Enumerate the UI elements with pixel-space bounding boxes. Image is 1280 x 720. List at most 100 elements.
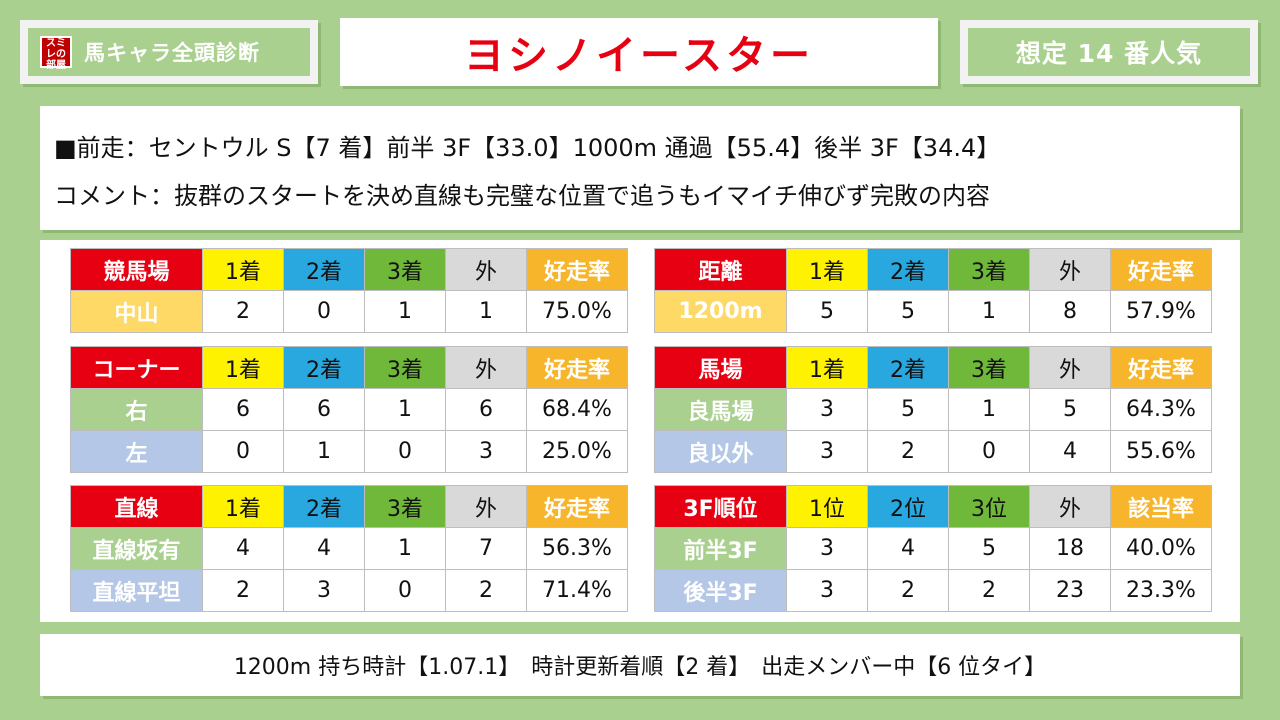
header-cell: 馬場 — [654, 346, 787, 389]
table-cell: 0 — [948, 430, 1030, 473]
header-cell: 3着 — [364, 346, 446, 389]
table-cell: 6 — [445, 388, 527, 431]
header-cell: 1着 — [202, 346, 284, 389]
popularity-label: 想定 14 番人気 — [1015, 39, 1203, 68]
header-cell: 距離 — [654, 248, 787, 291]
table-cell: 1 — [948, 290, 1030, 333]
table-cell: 2 — [445, 569, 527, 612]
table-cell: 3 — [786, 388, 868, 431]
table-cell: 3 — [786, 430, 868, 473]
table-row: 良以外 3 2 0 4 55.6% — [654, 430, 1212, 473]
header-cell: 3着 — [364, 248, 446, 291]
header-cell: 1着 — [786, 248, 868, 291]
table-header-row: 馬場 1着 2着 3着 外 好走率 — [654, 346, 1212, 389]
header-cell: 該当率 — [1110, 485, 1212, 528]
horse-name-box: ヨシノイースター — [340, 18, 938, 86]
table-header-row: 直線 1着 2着 3着 外 好走率 — [70, 485, 628, 528]
header-cell: 好走率 — [1110, 346, 1212, 389]
table-cell: 3 — [283, 569, 365, 612]
table-cell: 7 — [445, 527, 527, 570]
header-left-inner: スミ レの 部屋 馬キャラ全頭診断 — [28, 28, 310, 76]
row-label: 良馬場 — [654, 388, 787, 431]
table-cell: 0 — [202, 430, 284, 473]
table-row: 1200m 5 5 1 8 57.9% — [654, 290, 1212, 333]
table-cell: 1 — [283, 430, 365, 473]
header-cell: 3F順位 — [654, 485, 787, 528]
row-label: 後半3F — [654, 569, 787, 612]
table-header-row: 距離 1着 2着 3着 外 好走率 — [654, 248, 1212, 291]
header-left-badge: スミ レの 部屋 馬キャラ全頭診断 — [20, 20, 318, 84]
header-cell: 外 — [445, 346, 527, 389]
header-cell: 好走率 — [526, 346, 628, 389]
table-cell: 75.0% — [526, 290, 628, 333]
table-cell: 2 — [867, 569, 949, 612]
table-cell: 3 — [445, 430, 527, 473]
table-cell: 18 — [1029, 527, 1111, 570]
table-cell: 2 — [202, 290, 284, 333]
table-row: 後半3F 3 2 2 23 23.3% — [654, 569, 1212, 612]
table-cell: 0 — [364, 569, 446, 612]
header-cell: コーナー — [70, 346, 203, 389]
corner-table: コーナー 1着 2着 3着 外 好走率 右 6 6 1 6 68.4% 左 0 … — [70, 346, 628, 473]
header-cell: 2着 — [283, 248, 365, 291]
row-label: 1200m — [654, 290, 787, 333]
table-cell: 64.3% — [1110, 388, 1212, 431]
table-cell: 1 — [948, 388, 1030, 431]
header-cell: 1着 — [786, 346, 868, 389]
site-logo: スミ レの 部屋 — [40, 36, 72, 71]
table-cell: 1 — [364, 290, 446, 333]
header-cell: 2着 — [867, 346, 949, 389]
header-cell: 外 — [1029, 485, 1111, 528]
table-cell: 4 — [1029, 430, 1111, 473]
table-row: 前半3F 3 4 5 18 40.0% — [654, 527, 1212, 570]
popularity-inner: 想定 14 番人気 — [968, 28, 1250, 76]
row-label: 中山 — [70, 290, 203, 333]
table-cell: 5 — [867, 388, 949, 431]
table-row: 直線平坦 2 3 0 2 71.4% — [70, 569, 628, 612]
table-cell: 40.0% — [1110, 527, 1212, 570]
table-cell: 68.4% — [526, 388, 628, 431]
table-cell: 5 — [786, 290, 868, 333]
row-label: 良以外 — [654, 430, 787, 473]
header-cell: 外 — [1029, 346, 1111, 389]
previous-race-panel: ■前走：セントウル S【7 着】前半 3F【33.0】1000m 通過【55.4… — [40, 106, 1240, 230]
table-cell: 25.0% — [526, 430, 628, 473]
table-cell: 5 — [1029, 388, 1111, 431]
header-cell: 2着 — [867, 248, 949, 291]
row-label: 前半3F — [654, 527, 787, 570]
table-row: 直線坂有 4 4 1 7 56.3% — [70, 527, 628, 570]
stats-panel: 競馬場 1着 2着 3着 外 好走率 中山 2 0 1 1 75.0% 距離 1… — [40, 240, 1240, 622]
table-header-row: 3F順位 1位 2位 3位 外 該当率 — [654, 485, 1212, 528]
table-cell: 4 — [867, 527, 949, 570]
row-label: 直線坂有 — [70, 527, 203, 570]
header-cell: 3着 — [948, 248, 1030, 291]
horse-name: ヨシノイースター — [464, 33, 814, 79]
table-cell: 4 — [202, 527, 284, 570]
table-cell: 2 — [948, 569, 1030, 612]
table-cell: 23.3% — [1110, 569, 1212, 612]
previous-race-line: ■前走：セントウル S【7 着】前半 3F【33.0】1000m 通過【55.4… — [54, 134, 1001, 162]
table-row: 中山 2 0 1 1 75.0% — [70, 290, 628, 333]
table-cell: 6 — [202, 388, 284, 431]
time-summary-panel: 1200m 持ち時計【1.07.1】 時計更新着順【2 着】 出走メンバー中【6… — [40, 634, 1240, 696]
table-cell: 0 — [364, 430, 446, 473]
rank3f-table: 3F順位 1位 2位 3位 外 該当率 前半3F 3 4 5 18 40.0% … — [654, 485, 1212, 612]
table-cell: 1 — [364, 388, 446, 431]
distance-table: 距離 1着 2着 3着 外 好走率 1200m 5 5 1 8 57.9% — [654, 248, 1212, 333]
header-cell: 1着 — [202, 248, 284, 291]
table-cell: 5 — [867, 290, 949, 333]
header-cell: 好走率 — [1110, 248, 1212, 291]
header-cell: 3位 — [948, 485, 1030, 528]
table-cell: 1 — [364, 527, 446, 570]
row-label: 左 — [70, 430, 203, 473]
table-cell: 0 — [283, 290, 365, 333]
header-cell: 外 — [445, 485, 527, 528]
going-table: 馬場 1着 2着 3着 外 好走率 良馬場 3 5 1 5 64.3% 良以外 … — [654, 346, 1212, 473]
header-cell: 外 — [445, 248, 527, 291]
header-cell: 外 — [1029, 248, 1111, 291]
table-cell: 8 — [1029, 290, 1111, 333]
straight-table: 直線 1着 2着 3着 外 好走率 直線坂有 4 4 1 7 56.3% 直線平… — [70, 485, 628, 612]
header-cell: 2着 — [283, 485, 365, 528]
header-cell: 直線 — [70, 485, 203, 528]
table-row: 右 6 6 1 6 68.4% — [70, 388, 628, 431]
